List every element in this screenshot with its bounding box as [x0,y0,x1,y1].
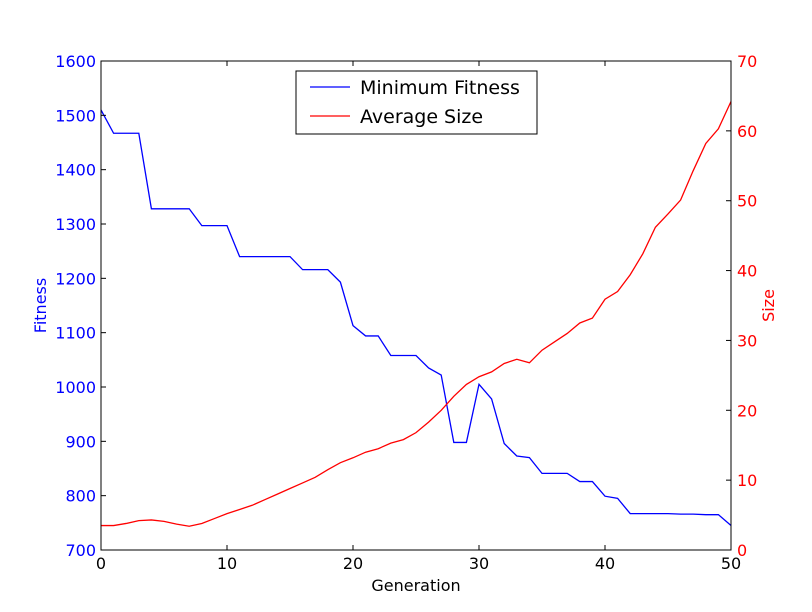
x-tick-label: 0 [96,554,106,573]
y-left-tick-label: 1300 [55,215,96,234]
y-left-tick-label: 1600 [55,52,96,71]
series-line-average-size [101,101,732,527]
y-left-tick-label: 700 [65,541,96,560]
y-right-tick-label: 50 [737,192,757,211]
y-left-tick-label: 1500 [55,106,96,125]
y-left-tick-label: 900 [65,432,96,451]
legend-label-average-size: Average Size [360,106,483,128]
y-axis-right-label: Size [759,289,778,322]
y-left-tick-label: 1100 [55,324,96,343]
legend-label-minimum-fitness: Minimum Fitness [360,77,520,99]
y-right-tick-label: 30 [737,331,757,350]
x-axis-label: Generation [371,576,460,595]
x-tick-label: 30 [469,554,489,573]
x-tick-label: 50 [721,554,741,573]
y-right-tick-label: 40 [737,262,757,281]
y-right-tick-label: 10 [737,471,757,490]
y-left-tick-label: 1400 [55,161,96,180]
y-right-tick-label: 70 [737,52,757,71]
y-right-tick-label: 0 [737,541,747,560]
y-right-tick-label: 60 [737,122,757,141]
x-tick-label: 20 [343,554,363,573]
y-left-tick-label: 800 [65,487,96,506]
legend-box [295,70,538,135]
series-line-minimum-fitness [100,109,732,527]
y-right-tick-label: 20 [737,401,757,420]
plot-area-frame [100,60,732,551]
chart-legend: Minimum Fitness Average Size [295,70,538,135]
x-tick-label: 10 [217,554,237,573]
x-tick-label: 40 [595,554,615,573]
y-left-tick-label: 1000 [55,378,96,397]
y-axis-left-label: Fitness [31,278,50,333]
y-left-tick-label: 1200 [55,269,96,288]
